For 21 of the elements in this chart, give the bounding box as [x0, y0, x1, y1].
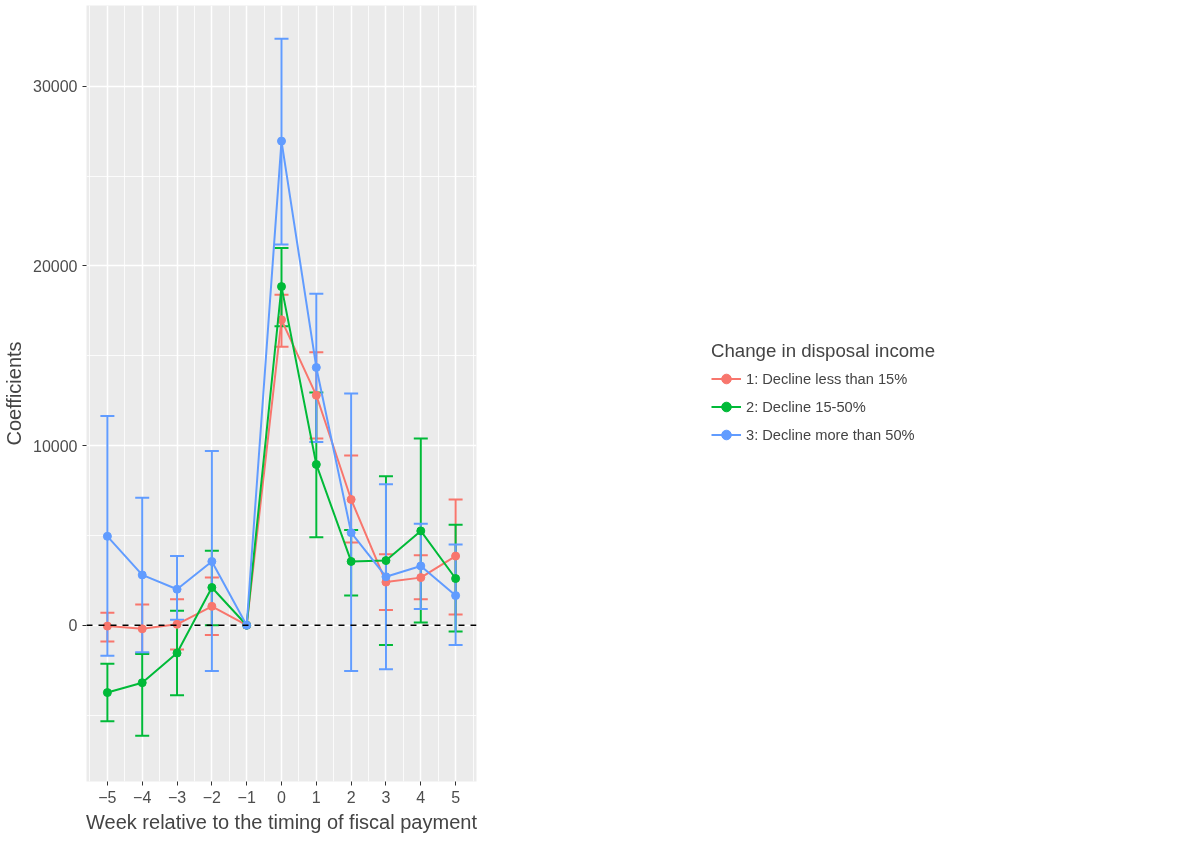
x-tick-label: 5: [451, 788, 461, 806]
x-tick-label: 1: [311, 788, 321, 806]
x-tick-label: −1: [237, 788, 256, 806]
y-tick-label: 0: [68, 617, 78, 635]
y-tick-label: 10000: [33, 437, 78, 455]
x-tick-label: 3: [381, 788, 391, 806]
x-tick-label: 2: [346, 788, 356, 806]
x-tick-label: −5: [98, 788, 117, 806]
legend-label: 1: Decline less than 15%: [745, 369, 908, 389]
legend-title: Change in disposal income: [710, 339, 936, 362]
x-tick-label: −4: [133, 788, 152, 806]
legend-label: 2: Decline 15-50%: [745, 397, 866, 417]
y-axis-title: Coefficients: [3, 341, 26, 446]
x-tick-label: −2: [202, 788, 222, 806]
x-tick-label: 4: [416, 788, 426, 806]
x-tick-label: −3: [167, 788, 187, 806]
x-axis-title: Week relative to the timing of fiscal payment: [86, 810, 478, 833]
x-tick-label: 0: [277, 788, 287, 806]
y-tick-label: 30000: [33, 78, 78, 96]
legend-label: 3: Decline more than 50%: [745, 425, 915, 445]
y-tick-label: 20000: [33, 257, 78, 275]
